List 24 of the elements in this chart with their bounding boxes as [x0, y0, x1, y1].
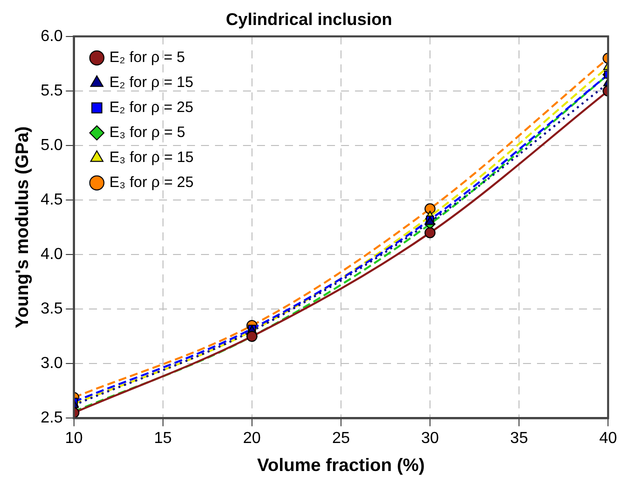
- x-tick-label: 20: [243, 430, 261, 448]
- y-tick-label: 6.0: [40, 28, 63, 45]
- y-tick-label: 4.5: [40, 191, 63, 208]
- y-tick-label: 4.0: [40, 246, 63, 263]
- y-tick-label: 5.5: [40, 82, 63, 100]
- y-tick-label: 5.0: [40, 136, 63, 154]
- x-tick-label: 25: [332, 430, 350, 448]
- x-tick-label: 30: [421, 430, 440, 448]
- legend-label: E₃ for ρ = 25: [109, 174, 194, 192]
- y-tick-label: 3.5: [40, 300, 63, 318]
- x-tick-label: 15: [154, 430, 172, 448]
- chart-title: Cylindrical inclusion: [226, 10, 392, 29]
- legend-label: E₂ for ρ = 15: [109, 74, 194, 92]
- legend-label: E₂ for ρ = 25: [109, 99, 194, 116]
- legend-label: E₃ for ρ = 5: [109, 124, 186, 142]
- x-tick-label: 10: [64, 430, 83, 448]
- x-axis-title: Volume fraction (%): [257, 455, 425, 476]
- y-tick-label: 3.0: [40, 355, 63, 372]
- y-axis-title: Young's modulus (GPa): [12, 126, 32, 328]
- legend-label: E₂ for ρ = 5: [109, 49, 185, 66]
- y-tick-label: 2.5: [40, 410, 63, 427]
- x-tick-label: 35: [510, 430, 528, 448]
- x-tick-label: 40: [599, 430, 618, 448]
- legend-label: E₃ for ρ = 15: [109, 149, 194, 166]
